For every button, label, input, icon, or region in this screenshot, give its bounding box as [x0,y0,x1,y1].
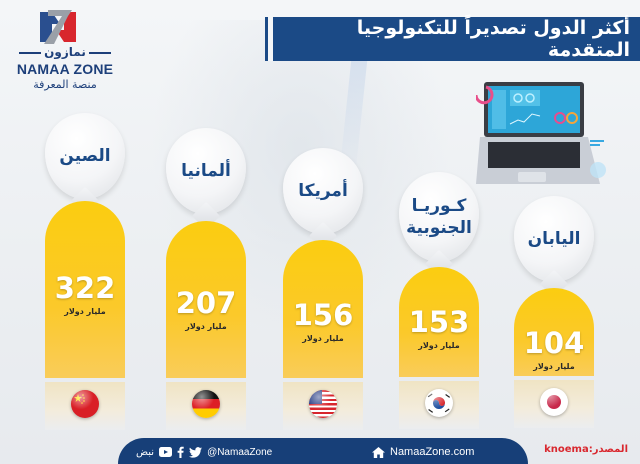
footer-band [118,438,528,464]
country-bubble: الصين [45,113,125,199]
value-bar: 153 مليار دولار [399,267,479,377]
bar-value: 322 [54,271,116,305]
footer-website[interactable]: NamaaZone.com [372,443,474,461]
logo-arabic-name: نمازون [0,45,130,59]
bar-value: 104 [523,326,585,360]
home-icon [372,446,385,458]
country-label: ألمانيا [181,161,231,181]
country-bubble: كـوريـا الجنوبية [399,172,479,262]
website-link[interactable]: NamaaZone.com [390,446,475,458]
logo-tagline: منصة المعرفة [33,78,97,91]
country-label-line1: كـوريـا [411,196,467,216]
title-bar: أكثر الدول تصديراً للتكنولوجيا المتقدمة [268,17,640,61]
source-value: knoema [544,444,589,455]
flag-box [399,381,479,429]
page-title: أكثر الدول تصديراً للتكنولوجيا المتقدمة [356,17,630,61]
namaa-zone-logo-icon [40,10,76,44]
source-citation: المصدر:knoema [544,444,628,455]
country-label: كـوريـا الجنوبية [406,195,472,239]
flag-box [514,380,594,428]
country-label-line2: الجنوبية [406,218,472,238]
logo: نمازون NAMAA ZONE منصة المعرفة [0,0,130,100]
facebook-icon[interactable] [177,446,184,458]
germany-flag-icon [192,390,220,418]
bar-unit: مليار دولار [185,322,227,331]
flag-box [45,382,125,430]
social-handle[interactable]: @NamaaZone [207,446,273,458]
country-label: أمريكا [298,181,348,201]
country-bubble: أمريكا [283,148,363,234]
value-bar: 104 مليار دولار [514,288,594,376]
bar-unit: مليار دولار [418,341,460,350]
bar-value: 153 [408,305,470,339]
bar-value: 207 [175,286,237,320]
flag-box [283,382,363,430]
south-korea-flag-icon [425,389,453,417]
laptop-illustration-icon [476,82,606,184]
china-flag-icon [71,390,99,418]
usa-flag-icon [309,390,337,418]
logo-english-name: NAMAA ZONE [16,61,114,77]
value-bar: 156 مليار دولار [283,240,363,378]
country-label: الصين [59,146,111,166]
bar-unit: مليار دولار [64,307,106,316]
nabd-icon[interactable]: نبض [136,446,155,458]
twitter-icon[interactable] [189,446,203,458]
value-bar: 322 مليار دولار [45,201,125,378]
flag-box [166,382,246,430]
bar-unit: مليار دولار [533,362,575,371]
bar-value: 156 [292,298,354,332]
youtube-icon[interactable] [159,447,173,457]
country-bubble: اليابان [514,196,594,282]
country-bubble: ألمانيا [166,128,246,214]
bar-unit: مليار دولار [302,334,344,343]
country-label: اليابان [527,229,581,249]
value-bar: 207 مليار دولار [166,221,246,378]
footer-social: نبض @NamaaZone [136,443,272,461]
japan-flag-icon [540,388,568,416]
source-label: المصدر: [588,444,628,455]
